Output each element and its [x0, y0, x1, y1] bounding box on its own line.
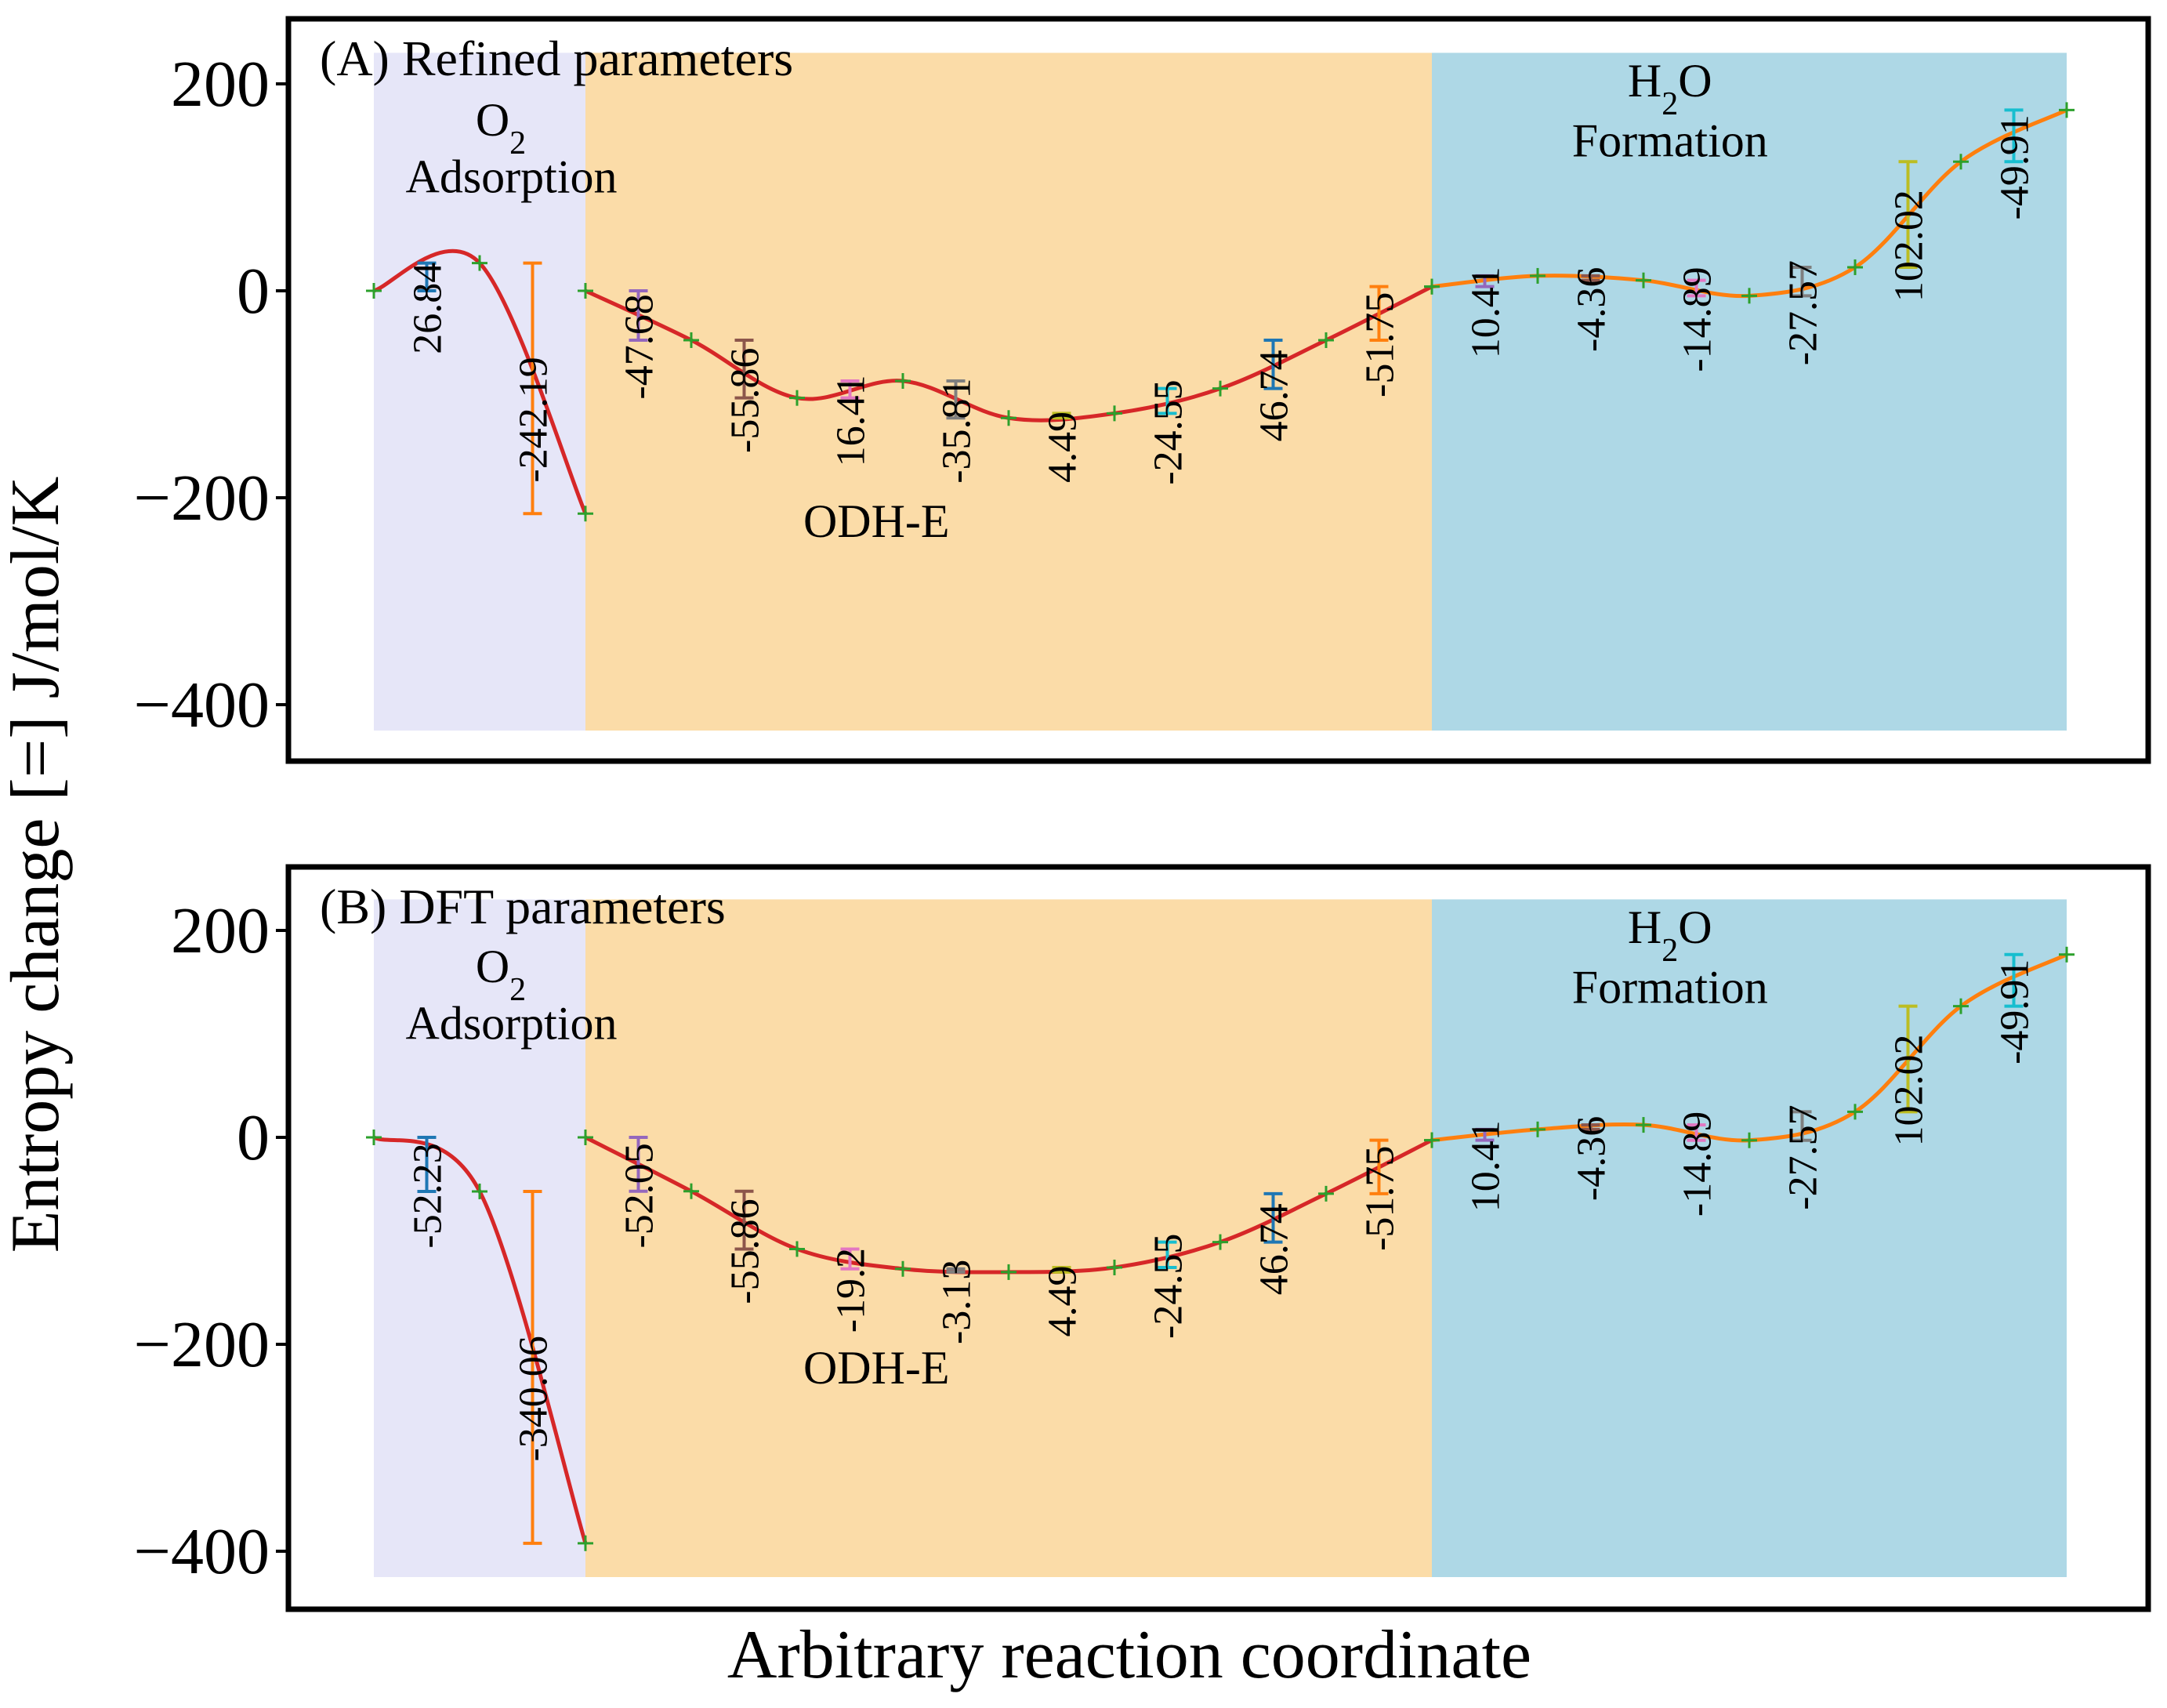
transition-label: 102.02 [1887, 190, 1932, 302]
transition-label: -242.19 [512, 357, 556, 482]
transition-label: -49.91 [1993, 114, 2038, 219]
y-axis-title: Entropy change [=] J/mol/K [0, 477, 74, 1253]
curve-o2-adsorption [372, 1135, 588, 1544]
y-tick-label: −200 [134, 1308, 270, 1381]
transition-label: 26.84 [406, 263, 451, 354]
panel-title: (B) DFT parameters [320, 879, 726, 934]
transition-label: -55.86 [723, 1199, 768, 1304]
region-label-formation: Formation [1572, 961, 1768, 1013]
transition-label: 46.74 [1252, 350, 1297, 441]
region-o2-adsorption [374, 53, 585, 731]
region-label-adsorption: Adsorption [406, 998, 618, 1050]
transition-label: 4.49 [1041, 1265, 1085, 1336]
panel-frame [285, 16, 2151, 764]
transition-label: -49.91 [1993, 959, 2038, 1064]
x-axis-title: Arbitrary reaction coordinate [727, 1617, 1531, 1693]
transition-label: 10.41 [1464, 267, 1509, 358]
transition-label: -24.55 [1147, 379, 1191, 484]
transition-label: -52.05 [618, 1143, 662, 1248]
region-odh-e [585, 899, 1432, 1577]
y-tick-label: 200 [171, 894, 270, 967]
transition-label: -52.23 [406, 1143, 451, 1248]
region-label-odh-e: ODH-E [803, 1342, 950, 1394]
transition-label: -340.06 [512, 1336, 556, 1461]
transition-label: 4.49 [1041, 412, 1085, 483]
transition-label: -55.86 [723, 348, 768, 453]
region-label-h2o: H2O [1628, 901, 1712, 969]
region-label-o2: O2 [476, 94, 526, 161]
region-label-adsorption: Adsorption [406, 151, 618, 203]
transition-label: 102.02 [1887, 1035, 1932, 1147]
y-tick-label: −400 [134, 1515, 270, 1588]
panel-title: (A) Refined parameters [320, 31, 793, 86]
y-tick-label: 200 [171, 48, 270, 121]
transition-label: -47.68 [618, 294, 662, 399]
y-tick-label: −400 [134, 669, 270, 742]
region-label-o2: O2 [476, 941, 526, 1008]
y-tick-label: 0 [237, 1101, 270, 1174]
transition-label: -27.57 [1781, 260, 1826, 365]
region-o2-adsorption [374, 899, 585, 1577]
transition-label: -27.57 [1781, 1104, 1826, 1209]
region-label-h2o: H2O [1628, 55, 1712, 122]
transition-label: -19.2 [829, 1248, 874, 1333]
transition-label: -4.36 [1570, 1116, 1614, 1201]
transition-label: -51.75 [1358, 292, 1403, 397]
transition-label: -35.81 [935, 378, 980, 483]
transition-label: 46.74 [1252, 1203, 1297, 1295]
region-label-odh-e: ODH-E [803, 495, 950, 547]
y-tick-label: −200 [134, 462, 270, 535]
panel-frame [285, 864, 2151, 1612]
curve-o2-adsorption [373, 248, 588, 515]
transition-label: -3.13 [935, 1260, 980, 1344]
transition-label: -14.89 [1676, 1111, 1720, 1217]
transition-label: 16.41 [829, 375, 874, 466]
transition-label: -51.75 [1358, 1146, 1403, 1251]
region-odh-e [585, 53, 1432, 731]
transition-label: -24.55 [1147, 1234, 1191, 1339]
transition-label: -14.89 [1676, 267, 1720, 372]
transition-label: 10.41 [1464, 1120, 1509, 1212]
y-tick-label: 0 [237, 255, 270, 328]
transition-label: -4.36 [1570, 267, 1614, 352]
region-label-formation: Formation [1572, 114, 1768, 166]
